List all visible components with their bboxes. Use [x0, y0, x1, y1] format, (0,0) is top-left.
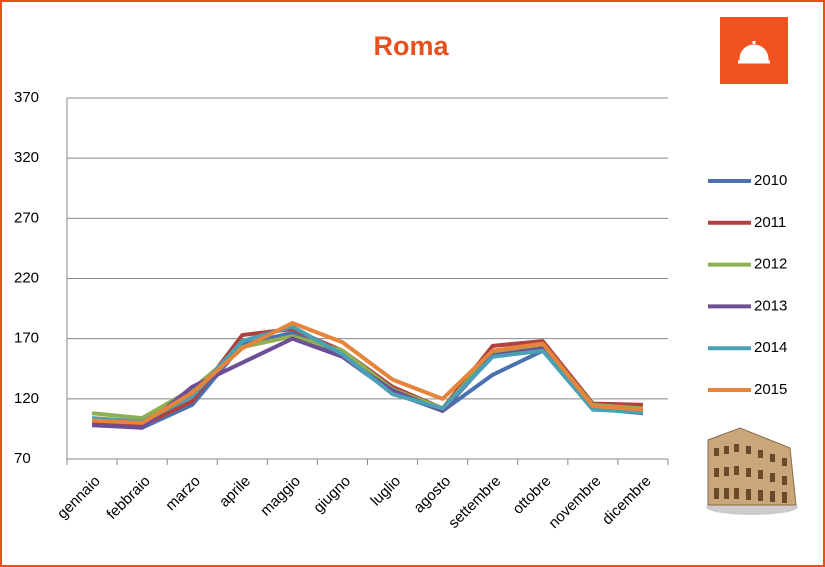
- y-tick-label: 270: [14, 209, 39, 226]
- series-line: [91, 324, 644, 424]
- bell-icon: [720, 17, 788, 84]
- colosseum-icon: [706, 427, 798, 515]
- legend-label: 2012: [754, 256, 787, 273]
- y-tick-label: 220: [14, 269, 39, 286]
- y-tick-label: 70: [14, 450, 31, 467]
- y-tick-label: 170: [14, 330, 39, 347]
- legend-label: 2014: [754, 339, 787, 356]
- chart-title: Roma: [373, 31, 449, 61]
- legend-label: 2010: [754, 172, 787, 189]
- y-tick-label: 120: [14, 390, 39, 407]
- legend-label: 2015: [754, 381, 787, 398]
- y-tick-label: 320: [14, 149, 39, 166]
- legend-label: 2013: [754, 297, 787, 314]
- y-tick-label: 370: [14, 89, 39, 106]
- series-line: [91, 321, 644, 425]
- legend-label: 2011: [754, 214, 786, 231]
